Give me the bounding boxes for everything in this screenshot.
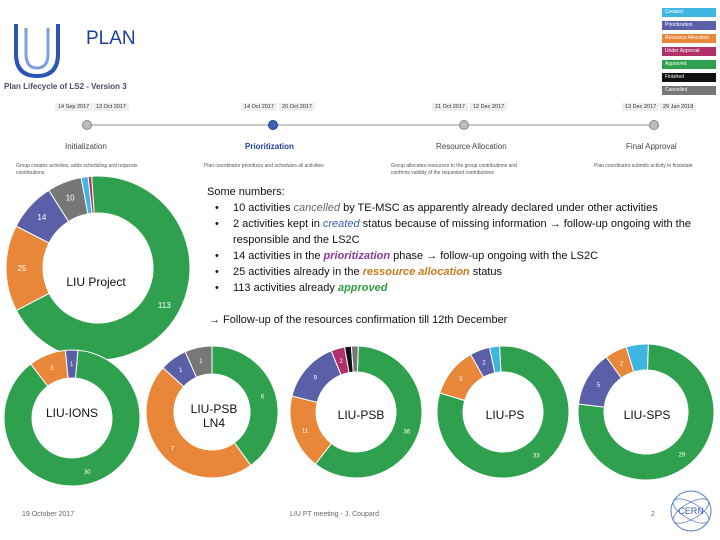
donut-slice-resource-allocation bbox=[145, 367, 252, 479]
legend-item-created: Created bbox=[662, 8, 716, 17]
donut-slice-approved bbox=[15, 175, 191, 361]
phase-description: Group allocates resources to the group c… bbox=[391, 163, 517, 176]
phase-end-date: 29 Jan 2018 bbox=[660, 103, 697, 111]
phase-description: Plan coordinator submits activity to fin… bbox=[594, 163, 693, 169]
donut-slice-cancelled bbox=[350, 345, 359, 373]
donut-value-label: 9 bbox=[314, 376, 318, 382]
donut-value-label: 7 bbox=[171, 446, 175, 452]
phase-marker-resource-allocation[interactable] bbox=[459, 120, 469, 130]
donut-value-label: 2 bbox=[482, 360, 486, 366]
note-created: 2 activities kept in created status beca… bbox=[215, 216, 715, 248]
page-number: 2 bbox=[651, 511, 655, 518]
legend-item-finished: Finished bbox=[662, 73, 716, 82]
donut-value-label: 11 bbox=[302, 429, 309, 435]
cern-logo-icon: CERN bbox=[670, 490, 712, 532]
donut-slice-prioritization bbox=[64, 349, 79, 379]
note-approved: 113 activities already approved bbox=[215, 280, 715, 296]
donut-title-liu-project: LIU Project bbox=[66, 275, 126, 289]
footer-date: 19 October 2017 bbox=[22, 511, 75, 518]
footer-meeting: LIU PT meeting - J. Coupard bbox=[290, 511, 379, 518]
phase-start-date: 13 Dec 2017 bbox=[622, 103, 660, 111]
donut-slice-cancelled bbox=[184, 345, 213, 378]
donut-slice-under-approval bbox=[87, 175, 95, 214]
summary-notes: Some numbers: 10 activities cancelled by… bbox=[207, 184, 715, 328]
legend-item-under-approval: Under Approval bbox=[662, 47, 716, 56]
donut-value-label: 2 bbox=[620, 362, 624, 368]
notes-intro: Some numbers: bbox=[207, 186, 285, 198]
donut-title-liu-ps: LIU-PS bbox=[485, 408, 525, 422]
donut-slice-approved bbox=[577, 343, 715, 481]
phase-description: Plan coordinator prioritizes and schedul… bbox=[204, 163, 324, 169]
donut-title-liu-psb-ln4: LIU-PSB LN4 bbox=[190, 402, 238, 430]
phase-start-date: 14 Sep 2017 bbox=[55, 103, 93, 111]
donut-value-label: 10 bbox=[66, 193, 75, 202]
phase-marker-initialization[interactable] bbox=[82, 120, 92, 130]
donut-value-label: 1 bbox=[199, 359, 203, 365]
phase-start-date: 14 Oct 2017 bbox=[241, 103, 277, 111]
phase-name: Initialization bbox=[65, 142, 107, 151]
donut-value-label: 14 bbox=[37, 213, 46, 222]
legend-item-cancelled: Cancelled bbox=[662, 86, 716, 95]
donut-slice-approved bbox=[3, 349, 141, 487]
note-prioritization: 14 activities in the prioritization phas… bbox=[215, 248, 715, 264]
donut-slice-created bbox=[488, 345, 502, 374]
phase-start-date: 21 Oct 2017 bbox=[432, 103, 468, 111]
donut-value-label: 2 bbox=[339, 359, 343, 365]
cern-logo-text: CERN bbox=[678, 506, 704, 516]
phase-marker-prioritization[interactable] bbox=[268, 120, 278, 130]
phase-name: Resource Allocation bbox=[436, 142, 507, 151]
phase-name: Final Approval bbox=[626, 142, 677, 151]
page-title: PLAN bbox=[86, 28, 136, 49]
donut-value-label: 33 bbox=[533, 453, 540, 459]
phase-end-date: 12 Dec 2017 bbox=[470, 103, 508, 111]
donut-slice-approved bbox=[436, 345, 570, 479]
donut-slice-created bbox=[625, 343, 649, 373]
phase-end-date: 20 Oct 2017 bbox=[279, 103, 315, 111]
legend-item-prioritization: Prioritization bbox=[662, 21, 716, 30]
phase-marker-final-approval[interactable] bbox=[649, 120, 659, 130]
donut-value-label: 1 bbox=[179, 368, 183, 374]
donut-value-label: 5 bbox=[597, 383, 601, 389]
donut-title-liu-sps: LIU-SPS bbox=[623, 408, 671, 422]
ls2-logo-icon bbox=[14, 24, 60, 79]
phase-name: Prioritization bbox=[245, 142, 294, 151]
donut-slice-approved bbox=[211, 345, 279, 467]
donut-value-label: 3 bbox=[50, 366, 54, 372]
donut-slice-approved bbox=[314, 345, 423, 479]
donut-value-label: 29 bbox=[678, 453, 685, 459]
note-followup: → Follow-up of the resources confirmatio… bbox=[209, 314, 508, 326]
phase-description: Group creates activities, adds schedulin… bbox=[16, 163, 138, 176]
lifecycle-caption: Plan Lifecycle of LS2 - Version 3 bbox=[4, 82, 127, 91]
note-resource-allocation: 25 activities already in the ressource a… bbox=[215, 264, 715, 280]
donut-value-label: 36 bbox=[403, 429, 410, 435]
note-cancelled: 10 activities cancelled by TE-MSC as app… bbox=[215, 200, 715, 216]
legend-item-resource-allocation: Resource Allocation bbox=[662, 34, 716, 43]
donut-value-label: 30 bbox=[84, 470, 91, 476]
donut-value-label: 25 bbox=[18, 264, 27, 273]
phase-end-date: 13 Oct 2017 bbox=[93, 103, 129, 111]
donut-value-label: 1 bbox=[70, 362, 74, 368]
legend-item-approved: Approved bbox=[662, 60, 716, 69]
donut-value-label: 5 bbox=[459, 377, 463, 383]
donut-title-liu-ions: LIU-IONS bbox=[45, 406, 98, 420]
donut-title-liu-psb: LIU-PSB bbox=[337, 408, 385, 422]
donut-value-label: 113 bbox=[158, 301, 171, 310]
donut-value-label: 6 bbox=[261, 395, 265, 401]
timeline-track bbox=[87, 124, 654, 126]
